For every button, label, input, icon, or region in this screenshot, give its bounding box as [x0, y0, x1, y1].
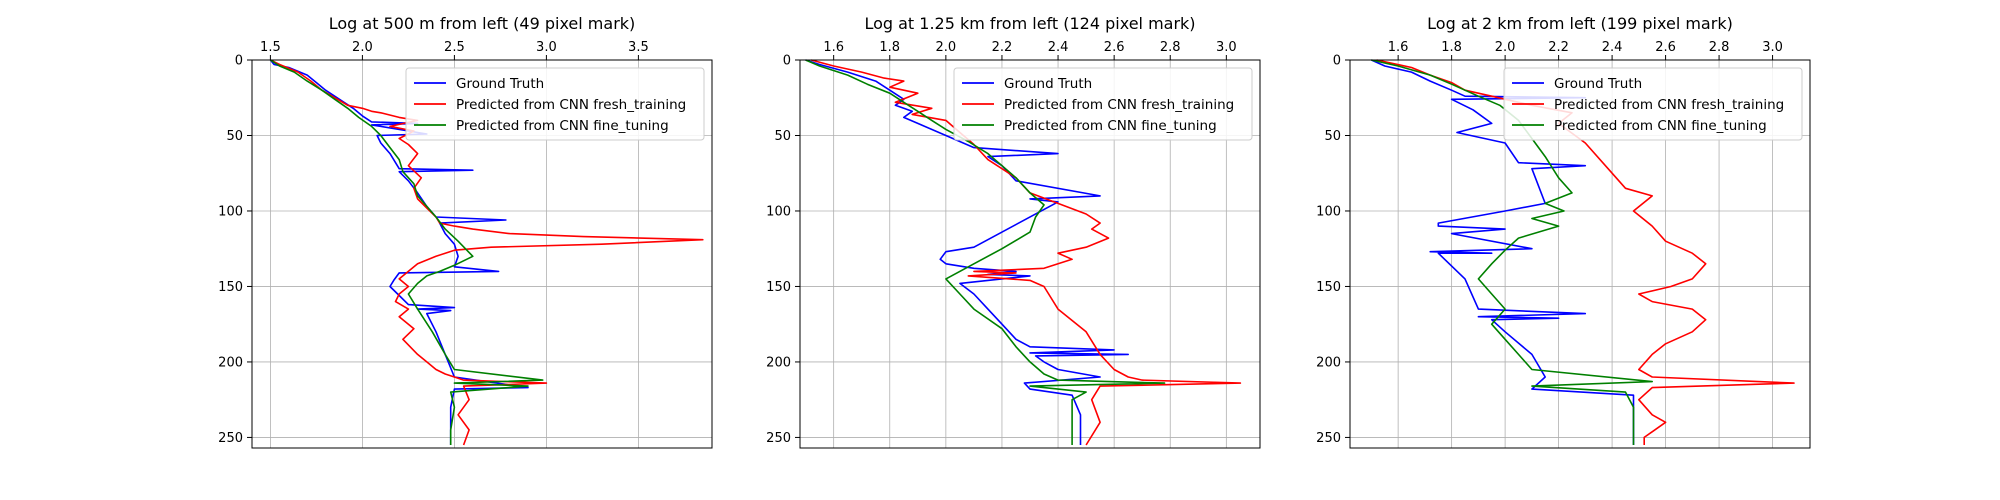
- y-tick-label: 50: [774, 129, 791, 144]
- x-tick-label: 3.0: [1762, 40, 1783, 55]
- series-line-predicted-from-cnn-fine-tuning: [805, 59, 1166, 445]
- series-group: [269, 59, 704, 446]
- x-tick-label: 2.4: [1602, 40, 1623, 55]
- y-axis-ticks: 0 50 100 150 200 250: [766, 54, 800, 446]
- y-tick-label: 250: [218, 431, 243, 446]
- y-tick-label: 150: [766, 280, 791, 295]
- axes-frame: [799, 59, 1261, 449]
- x-tick-label: 3.0: [1216, 40, 1237, 55]
- y-tick-label: 100: [218, 204, 243, 219]
- y-tick-label: 50: [1324, 129, 1341, 144]
- series-line-predicted-from-cnn-fresh-training: [810, 59, 1242, 446]
- axes-frame: [1349, 59, 1811, 449]
- chart-title: Log at 1.25 km from left (124 pixel mark…: [864, 14, 1195, 33]
- legend-label: Predicted from CNN fresh_training: [1004, 97, 1234, 113]
- x-tick-label: 3.5: [628, 40, 649, 55]
- x-axis-ticks: 1.5 2.0 2.5 3.0 3.5: [260, 40, 649, 60]
- x-axis-ticks: 1.6 1.8 2.0 2.2 2.4 2.6 2.8 3.0: [1388, 40, 1783, 60]
- legend-label: Predicted from CNN fine_tuning: [1004, 118, 1217, 134]
- legend-label: Predicted from CNN fine_tuning: [1554, 118, 1767, 134]
- x-tick-label: 2.2: [1548, 40, 1569, 55]
- y-tick-label: 100: [766, 204, 791, 219]
- panel-log-500m: Log at 500 m from left (49 pixel mark) 1…: [218, 14, 713, 449]
- x-tick-label: 2.6: [1655, 40, 1676, 55]
- x-tick-label: 2.5: [444, 40, 465, 55]
- y-tick-label: 250: [1316, 431, 1341, 446]
- series-line-ground-truth: [269, 59, 529, 445]
- chart-title: Log at 2 km from left (199 pixel mark): [1427, 14, 1733, 33]
- x-tick-label: 2.0: [1495, 40, 1516, 55]
- x-axis-ticks: 1.6 1.8 2.0 2.2 2.4 2.6 2.8 3.0: [823, 40, 1237, 60]
- legend: Ground Truth Predicted from CNN fresh_tra…: [405, 67, 705, 141]
- y-tick-label: 200: [1316, 355, 1341, 370]
- x-tick-label: 2.4: [1048, 40, 1069, 55]
- y-tick-label: 150: [1316, 280, 1341, 295]
- x-tick-label: 2.0: [352, 40, 373, 55]
- legend-label: Ground Truth: [1554, 76, 1642, 92]
- legend-box: [953, 67, 1253, 141]
- series-line-ground-truth: [805, 59, 1129, 445]
- x-tick-label: 1.5: [260, 40, 281, 55]
- y-axis-ticks: 0 50 100 150 200 250: [1316, 54, 1350, 446]
- x-tick-label: 2.2: [992, 40, 1013, 55]
- y-tick-label: 200: [218, 355, 243, 370]
- series-line-predicted-from-cnn-fine-tuning: [269, 59, 544, 445]
- y-tick-label: 150: [218, 280, 243, 295]
- x-tick-label: 1.8: [879, 40, 900, 55]
- y-axis-ticks: 0 50 100 150 200 250: [218, 54, 252, 446]
- legend-label: Predicted from CNN fine_tuning: [456, 118, 669, 134]
- x-tick-label: 1.6: [823, 40, 844, 55]
- series-line-predicted-from-cnn-fine-tuning: [1371, 59, 1653, 445]
- y-tick-label: 0: [783, 54, 791, 69]
- x-tick-label: 2.6: [1104, 40, 1125, 55]
- legend-label: Ground Truth: [1004, 76, 1092, 92]
- y-tick-label: 50: [226, 129, 243, 144]
- legend-label: Predicted from CNN fresh_training: [456, 97, 686, 113]
- y-tick-label: 250: [766, 431, 791, 446]
- x-tick-label: 3.0: [536, 40, 557, 55]
- series-group: [805, 59, 1242, 446]
- panel-log-2km: Log at 2 km from left (199 pixel mark) 1…: [1316, 14, 1811, 449]
- legend-label: Predicted from CNN fresh_training: [1554, 97, 1784, 113]
- y-tick-label: 100: [1316, 204, 1341, 219]
- x-tick-label: 2.8: [1709, 40, 1730, 55]
- x-tick-label: 1.6: [1388, 40, 1409, 55]
- chart-title: Log at 500 m from left (49 pixel mark): [329, 14, 636, 33]
- x-tick-label: 2.0: [936, 40, 957, 55]
- series-line-predicted-from-cnn-fresh-training: [270, 59, 704, 446]
- legend: Ground Truth Predicted from CNN fresh_tra…: [953, 67, 1253, 141]
- y-tick-label: 0: [235, 54, 243, 69]
- legend-box: [405, 67, 705, 141]
- x-tick-label: 2.8: [1160, 40, 1181, 55]
- y-tick-label: 0: [1333, 54, 1341, 69]
- legend: Ground Truth Predicted from CNN fresh_tra…: [1503, 67, 1803, 141]
- panel-log-1-25km: Log at 1.25 km from left (124 pixel mark…: [766, 14, 1261, 449]
- axes-frame: [251, 59, 713, 449]
- legend-box: [1503, 67, 1803, 141]
- x-tick-label: 1.8: [1441, 40, 1462, 55]
- y-tick-label: 200: [766, 355, 791, 370]
- legend-label: Ground Truth: [456, 76, 544, 92]
